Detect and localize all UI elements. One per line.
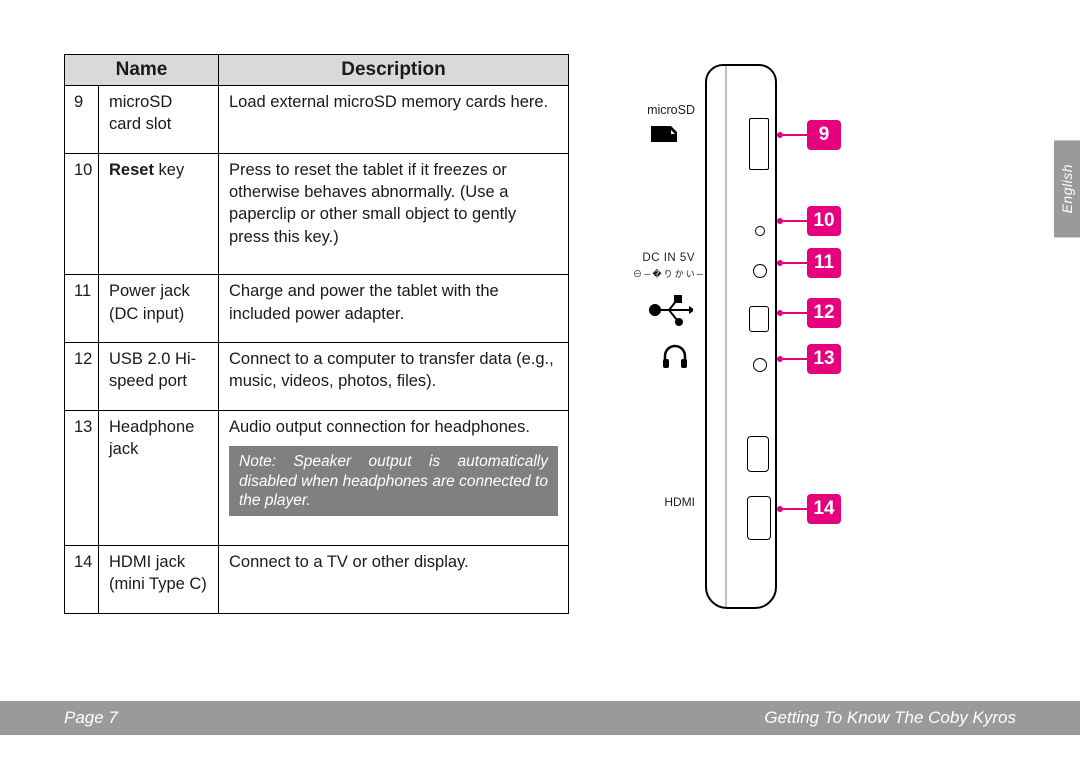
table-row: 13 Headphone jack Audio output connectio… bbox=[65, 411, 569, 546]
manual-page: Name Description 9 microSD card slot Loa… bbox=[0, 0, 1080, 761]
row-num: 10 bbox=[65, 153, 99, 274]
usb-icon bbox=[647, 292, 693, 328]
row-desc: Charge and power the tablet with the inc… bbox=[219, 275, 569, 343]
table-row: 14 HDMI jack (mini Type C) Connect to a … bbox=[65, 546, 569, 614]
col-desc: Description bbox=[219, 55, 569, 86]
callout-9: 9 bbox=[807, 120, 841, 150]
row-name: microSD card slot bbox=[99, 86, 219, 154]
headphone-icon bbox=[661, 342, 689, 370]
page-footer: Page 7 Getting To Know The Coby Kyros bbox=[0, 701, 1080, 735]
row-num: 9 bbox=[65, 86, 99, 154]
row-name: HDMI jack (mini Type C) bbox=[99, 546, 219, 614]
port-unknown bbox=[747, 436, 769, 472]
row-name: Power jack (DC input) bbox=[99, 275, 219, 343]
row-num: 12 bbox=[65, 343, 99, 411]
row-desc: Connect to a computer to transfer data (… bbox=[219, 343, 569, 411]
language-tab: English bbox=[1054, 140, 1080, 237]
port-headphone bbox=[753, 358, 767, 372]
ports-table: Name Description 9 microSD card slot Loa… bbox=[64, 54, 569, 614]
footer-title: Getting To Know The Coby Kyros bbox=[764, 708, 1016, 728]
table-header-row: Name Description bbox=[65, 55, 569, 86]
port-microsd bbox=[749, 118, 769, 170]
label-microsd: microSD bbox=[609, 104, 695, 118]
callout-10: 10 bbox=[807, 206, 841, 236]
table-row: 12 USB 2.0 Hi-speed port Connect to a co… bbox=[65, 343, 569, 411]
row-desc: Audio output connection for headphones. … bbox=[219, 411, 569, 546]
table-row: 11 Power jack (DC input) Charge and powe… bbox=[65, 275, 569, 343]
callout-12: 12 bbox=[807, 298, 841, 328]
label-hdmi: HDMI bbox=[609, 496, 695, 509]
table-row: 9 microSD card slot Load external microS… bbox=[65, 86, 569, 154]
callout-14: 14 bbox=[807, 494, 841, 524]
label-dc: DC IN 5V bbox=[609, 252, 695, 265]
callout-11: 11 bbox=[807, 248, 841, 278]
row-name: Headphone jack bbox=[99, 411, 219, 546]
reset-rest: key bbox=[154, 161, 184, 179]
headphone-note: Note: Speaker output is automatically di… bbox=[229, 446, 558, 516]
microsd-icon bbox=[649, 124, 679, 144]
content-area: Name Description 9 microSD card slot Loa… bbox=[0, 0, 1080, 614]
reset-bold: Reset bbox=[109, 161, 154, 179]
table-row: 10 Reset key Press to reset the tablet i… bbox=[65, 153, 569, 274]
row-name: USB 2.0 Hi-speed port bbox=[99, 343, 219, 411]
col-name: Name bbox=[65, 55, 219, 86]
row-name: Reset key bbox=[99, 153, 219, 274]
row-desc: Press to reset the tablet if it freezes … bbox=[219, 153, 569, 274]
callout-13: 13 bbox=[807, 344, 841, 374]
row-desc-text: Audio output connection for headphones. bbox=[229, 418, 530, 436]
footer-page: Page 7 bbox=[64, 708, 118, 728]
row-desc: Connect to a TV or other display. bbox=[219, 546, 569, 614]
row-num: 14 bbox=[65, 546, 99, 614]
port-usb bbox=[749, 306, 769, 332]
port-hdmi bbox=[747, 496, 771, 540]
device-outline bbox=[705, 64, 777, 609]
dc-polarity-icon: ⊖─�りかい─⊕ bbox=[633, 267, 716, 280]
row-num: 11 bbox=[65, 275, 99, 343]
device-diagram: microSD DC IN 5V ⊖─�りかい─⊕ HDMI bbox=[609, 54, 949, 614]
port-reset bbox=[755, 226, 765, 236]
port-dc bbox=[753, 264, 767, 278]
row-num: 13 bbox=[65, 411, 99, 546]
row-desc: Load external microSD memory cards here. bbox=[219, 86, 569, 154]
